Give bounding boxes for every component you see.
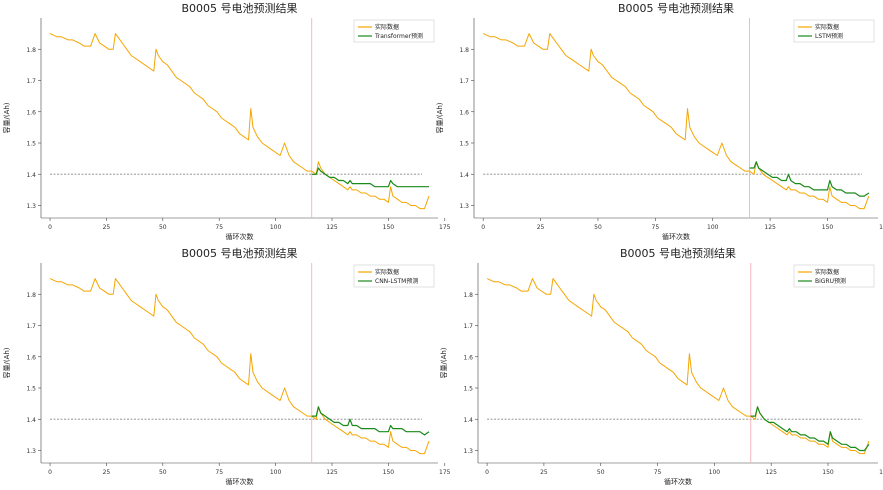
legend-label: 实际数据 [815, 23, 839, 31]
y-tick-label: 1.3 [463, 448, 473, 455]
y-tick-label: 1.5 [26, 386, 36, 393]
y-tick-label: 1.6 [26, 354, 36, 361]
x-tick-label: 150 [383, 224, 395, 231]
y-tick-label: 1.7 [459, 78, 469, 85]
legend-label: BiGRU预测 [815, 277, 846, 285]
y-tick-label: 1.7 [463, 323, 473, 330]
legend-box [793, 264, 875, 288]
y-tick-label: 1.3 [26, 203, 36, 210]
x-axis-label: 循环次数 [662, 232, 690, 241]
x-tick-label: 50 [159, 469, 167, 476]
x-axis-label: 循环次数 [226, 232, 254, 241]
predicted-data-line [750, 406, 870, 452]
predicted-data-line [311, 406, 430, 436]
x-tick-label: 0 [481, 224, 485, 231]
x-tick-label: 0 [485, 469, 489, 476]
x-tick-label: 50 [159, 224, 167, 231]
x-tick-label: 125 [326, 469, 338, 476]
legend-box [793, 19, 875, 43]
chart-panel-4: B0005 号电池预测结果 1.3 1.4 1.5 1.6 1.7 1.8 0 25 50 75 10… [439, 247, 883, 486]
x-tick-label: 0 [48, 224, 52, 231]
x-tick-label: 75 [215, 224, 223, 231]
x-tick-label: 150 [822, 469, 834, 476]
x-tick-label: 125 [765, 469, 777, 476]
y-tick-label: 1.8 [463, 292, 473, 299]
y-tick-label: 1.6 [459, 109, 469, 116]
y-tick-label: 1.6 [463, 354, 473, 361]
y-tick-label: 1.8 [459, 47, 469, 54]
y-axis-label: 容量/(Ah) [2, 347, 11, 378]
legend-label: 实际数据 [375, 268, 399, 276]
x-tick-label: 175 [879, 224, 883, 231]
y-tick-label: 1.3 [26, 448, 36, 455]
y-tick-label: 1.6 [26, 109, 36, 116]
chart-panel-2: B0005 号电池预测结果 1.3 1.4 1.5 1.6 1.7 1.8 0 25 50 75 10… [435, 2, 883, 241]
x-tick-label: 175 [879, 469, 883, 476]
legend-label: Transformer预测 [374, 32, 423, 40]
legend-box [353, 19, 435, 43]
legend-label: LSTM预测 [815, 32, 843, 40]
y-tick-label: 1.4 [26, 172, 36, 179]
y-tick-label: 1.8 [26, 47, 36, 54]
predicted-data-line [311, 167, 429, 188]
chart-title: B0005 号电池预测结果 [618, 2, 734, 15]
x-tick-label: 50 [594, 224, 602, 231]
y-tick-label: 1.8 [26, 292, 36, 299]
x-tick-label: 100 [270, 469, 282, 476]
actual-data-line [482, 33, 870, 210]
y-tick-label: 1.5 [459, 141, 469, 148]
x-tick-label: 0 [48, 469, 52, 476]
chart-title: B0005 号电池预测结果 [620, 247, 736, 260]
y-tick-label: 1.3 [459, 203, 469, 210]
legend-label: 实际数据 [815, 268, 839, 276]
y-tick-label: 1.4 [26, 417, 36, 424]
predicted-data-line [749, 161, 870, 197]
x-tick-label: 175 [439, 224, 451, 231]
x-tick-label: 25 [103, 224, 111, 231]
x-tick-label: 25 [103, 469, 111, 476]
x-tick-label: 150 [822, 224, 834, 231]
y-tick-label: 1.5 [463, 386, 473, 393]
chart-panel-3: B0005 号电池预测结果 1.3 1.4 1.5 1.6 1.7 1.8 0 25 50 75 10… [2, 247, 451, 486]
x-tick-label: 100 [709, 469, 721, 476]
x-tick-label: 75 [215, 469, 223, 476]
legend-label: 实际数据 [375, 23, 399, 31]
chart-title: B0005 号电池预测结果 [181, 247, 297, 260]
x-tick-label: 75 [652, 224, 660, 231]
x-tick-label: 50 [597, 469, 605, 476]
legend-label: CNN-LSTM预测 [375, 277, 418, 285]
y-tick-label: 1.4 [459, 172, 469, 179]
y-tick-label: 1.7 [26, 78, 36, 85]
chart-panel-1: B0005 号电池预测结果 1.3 1.4 1.5 1.6 1.7 1.8 0 25 50 75 10… [2, 2, 451, 241]
actual-data-line [486, 278, 870, 455]
actual-data-line [49, 278, 430, 455]
x-tick-label: 150 [383, 469, 395, 476]
y-axis-label: 容量/(Ah) [435, 102, 444, 133]
x-tick-label: 125 [764, 224, 776, 231]
y-axis-label: 容量/(Ah) [439, 347, 448, 378]
y-tick-label: 1.4 [463, 417, 473, 424]
x-axis-label: 循环次数 [664, 477, 692, 486]
x-axis-label: 循环次数 [226, 477, 254, 486]
legend-box [353, 264, 435, 288]
x-tick-label: 125 [326, 224, 338, 231]
x-tick-label: 175 [439, 469, 451, 476]
x-tick-label: 100 [270, 224, 282, 231]
chart-title: B0005 号电池预测结果 [181, 2, 297, 15]
x-tick-label: 100 [707, 224, 719, 231]
x-tick-label: 25 [537, 224, 545, 231]
x-tick-label: 25 [540, 469, 548, 476]
x-tick-label: 75 [654, 469, 662, 476]
y-tick-label: 1.7 [26, 323, 36, 330]
actual-data-line [49, 33, 430, 210]
y-axis-label: 容量/(Ah) [2, 102, 11, 133]
y-tick-label: 1.5 [26, 141, 36, 148]
